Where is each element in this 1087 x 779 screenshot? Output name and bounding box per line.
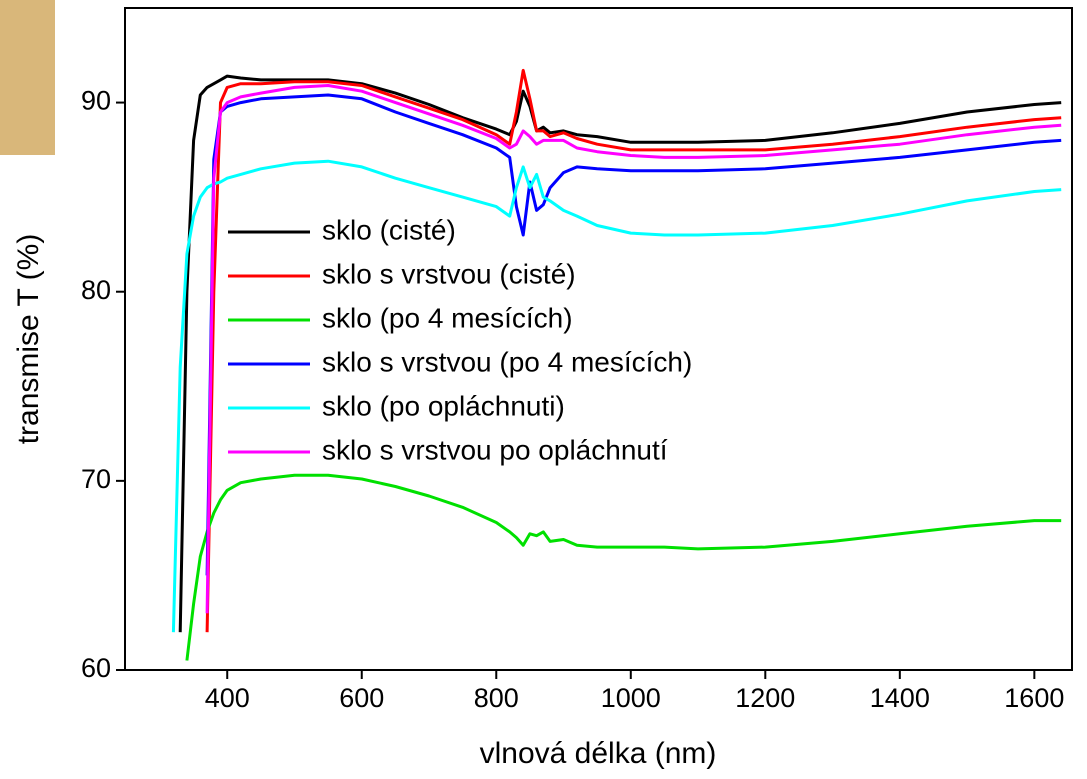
y-tick-label: 80 (81, 275, 111, 305)
plot-frame (124, 7, 1073, 671)
y-tick-label: 70 (81, 464, 111, 494)
legend-label: sklo s vrstvou po opláchnutí (322, 434, 668, 465)
x-tick-label: 1600 (1004, 683, 1064, 713)
x-tick-label: 600 (339, 683, 384, 713)
legend-label: sklo (po opláchnuti) (322, 390, 565, 421)
x-tick-label: 1000 (601, 683, 661, 713)
legend-label: sklo s vrstvou (cisté) (322, 258, 576, 289)
series-layer (171, 68, 1062, 661)
legend-label: sklo (cisté) (322, 214, 456, 245)
x-tick-label: 1400 (870, 683, 930, 713)
x-tick-label: 1200 (735, 683, 795, 713)
series-line (205, 84, 1062, 614)
legend-label: sklo s vrstvou (po 4 mesících) (322, 346, 692, 377)
x-axis-title: vlnová délka (nm) (480, 737, 717, 770)
y-tick-label: 60 (81, 653, 111, 683)
legend-label: sklo (po 4 mesících) (322, 302, 573, 333)
series-line (205, 68, 1062, 633)
y-axis-title: transmise T (%) (12, 234, 45, 445)
x-tick-label: 800 (474, 683, 519, 713)
series-line (185, 473, 1062, 661)
y-tick-label: 90 (81, 86, 111, 116)
x-tick-label: 400 (205, 683, 250, 713)
series-line (205, 93, 1062, 576)
photo-fragment (0, 0, 55, 155)
